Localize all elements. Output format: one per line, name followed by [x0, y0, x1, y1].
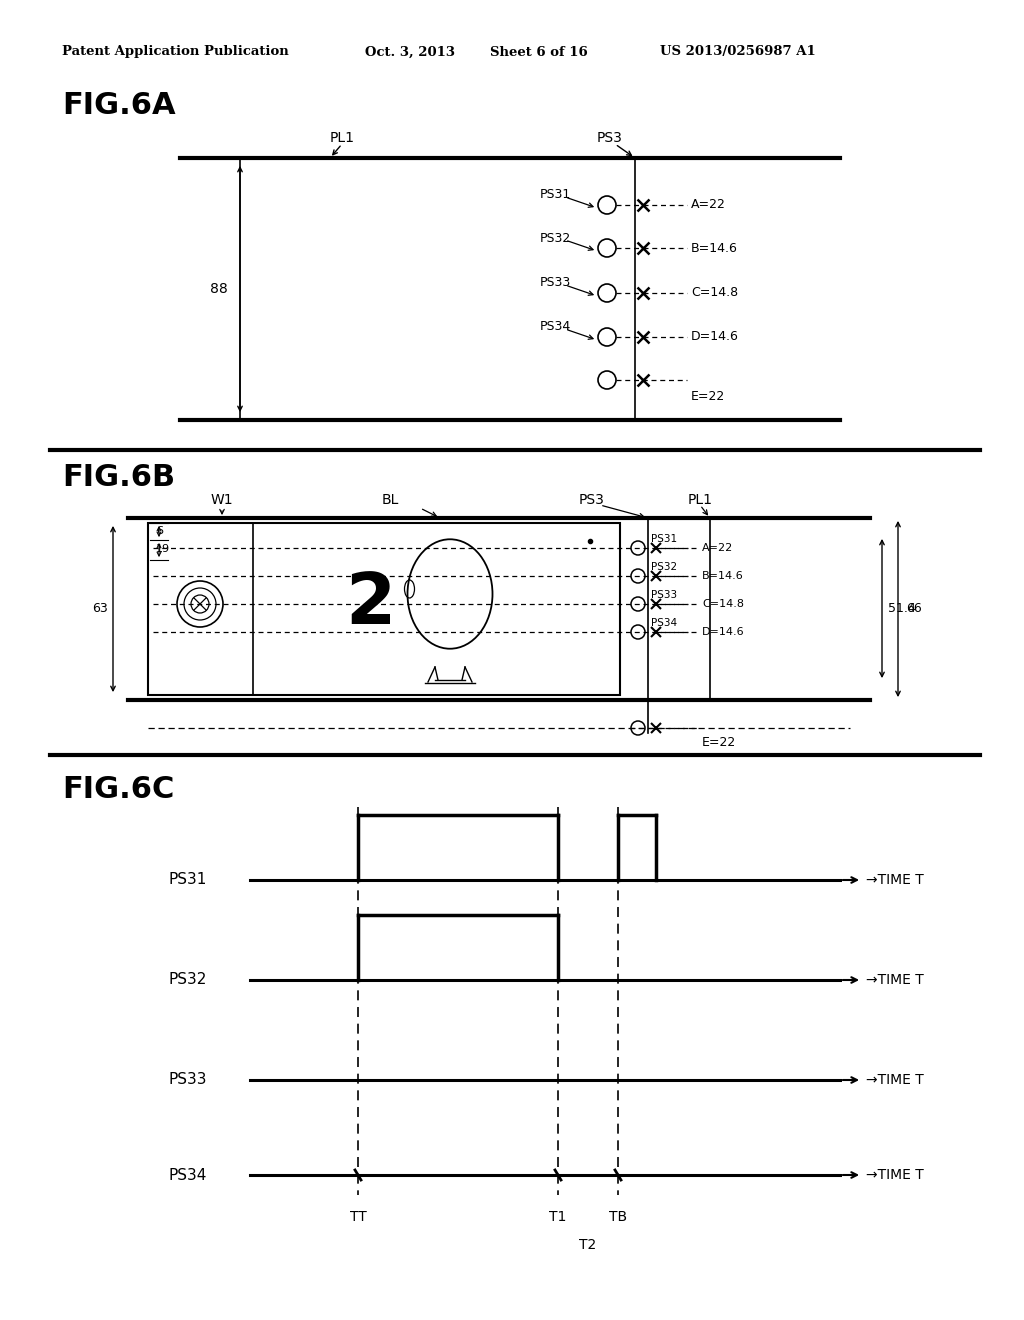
- Text: PS32: PS32: [651, 562, 677, 572]
- Text: 66: 66: [906, 602, 922, 615]
- Text: B=14.6: B=14.6: [691, 242, 738, 255]
- Text: PS33: PS33: [168, 1072, 207, 1088]
- Text: FIG.6B: FIG.6B: [62, 463, 175, 492]
- Text: A=22: A=22: [702, 543, 733, 553]
- Text: B=14.6: B=14.6: [702, 572, 743, 581]
- Text: 19: 19: [156, 544, 170, 554]
- Text: A=22: A=22: [691, 198, 726, 211]
- Text: PL1: PL1: [330, 131, 354, 145]
- Text: PS31: PS31: [651, 535, 677, 544]
- Text: FIG.6A: FIG.6A: [62, 91, 176, 120]
- Text: D=14.6: D=14.6: [691, 330, 739, 343]
- Text: 2: 2: [345, 569, 395, 639]
- Text: →TIME T: →TIME T: [866, 973, 924, 987]
- Text: TB: TB: [609, 1210, 627, 1224]
- Text: PS32: PS32: [540, 231, 571, 244]
- Text: C=14.8: C=14.8: [702, 599, 744, 609]
- Text: Patent Application Publication: Patent Application Publication: [62, 45, 289, 58]
- Text: PS33: PS33: [540, 276, 571, 289]
- Text: Sheet 6 of 16: Sheet 6 of 16: [490, 45, 588, 58]
- Text: PS34: PS34: [168, 1167, 207, 1183]
- Text: T1: T1: [549, 1210, 566, 1224]
- Text: 6: 6: [156, 525, 163, 536]
- Text: TT: TT: [349, 1210, 367, 1224]
- Text: T2: T2: [580, 1238, 597, 1251]
- Text: 88: 88: [210, 282, 228, 296]
- Text: 51.4: 51.4: [888, 602, 915, 615]
- Text: 63: 63: [92, 602, 108, 615]
- Text: W1: W1: [211, 492, 233, 507]
- Text: C=14.8: C=14.8: [691, 286, 738, 300]
- Text: E=22: E=22: [691, 389, 725, 403]
- Text: →TIME T: →TIME T: [866, 1073, 924, 1086]
- Bar: [148, 523, 620, 696]
- Text: D=14.6: D=14.6: [702, 627, 744, 638]
- Text: PS34: PS34: [540, 321, 571, 334]
- Text: PS3: PS3: [597, 131, 623, 145]
- Text: PS3: PS3: [579, 492, 605, 507]
- Text: E=22: E=22: [702, 735, 736, 748]
- Text: →TIME T: →TIME T: [866, 873, 924, 887]
- Text: PS32: PS32: [168, 973, 207, 987]
- Text: PS33: PS33: [651, 590, 677, 601]
- Text: →TIME T: →TIME T: [866, 1168, 924, 1181]
- Text: PL1: PL1: [687, 492, 713, 507]
- Text: Oct. 3, 2013: Oct. 3, 2013: [365, 45, 455, 58]
- Text: US 2013/0256987 A1: US 2013/0256987 A1: [660, 45, 816, 58]
- Text: PS31: PS31: [168, 873, 207, 887]
- Text: PS31: PS31: [540, 189, 571, 202]
- Text: FIG.6C: FIG.6C: [62, 776, 174, 804]
- Text: BL: BL: [381, 492, 398, 507]
- Text: PS34: PS34: [651, 618, 677, 628]
